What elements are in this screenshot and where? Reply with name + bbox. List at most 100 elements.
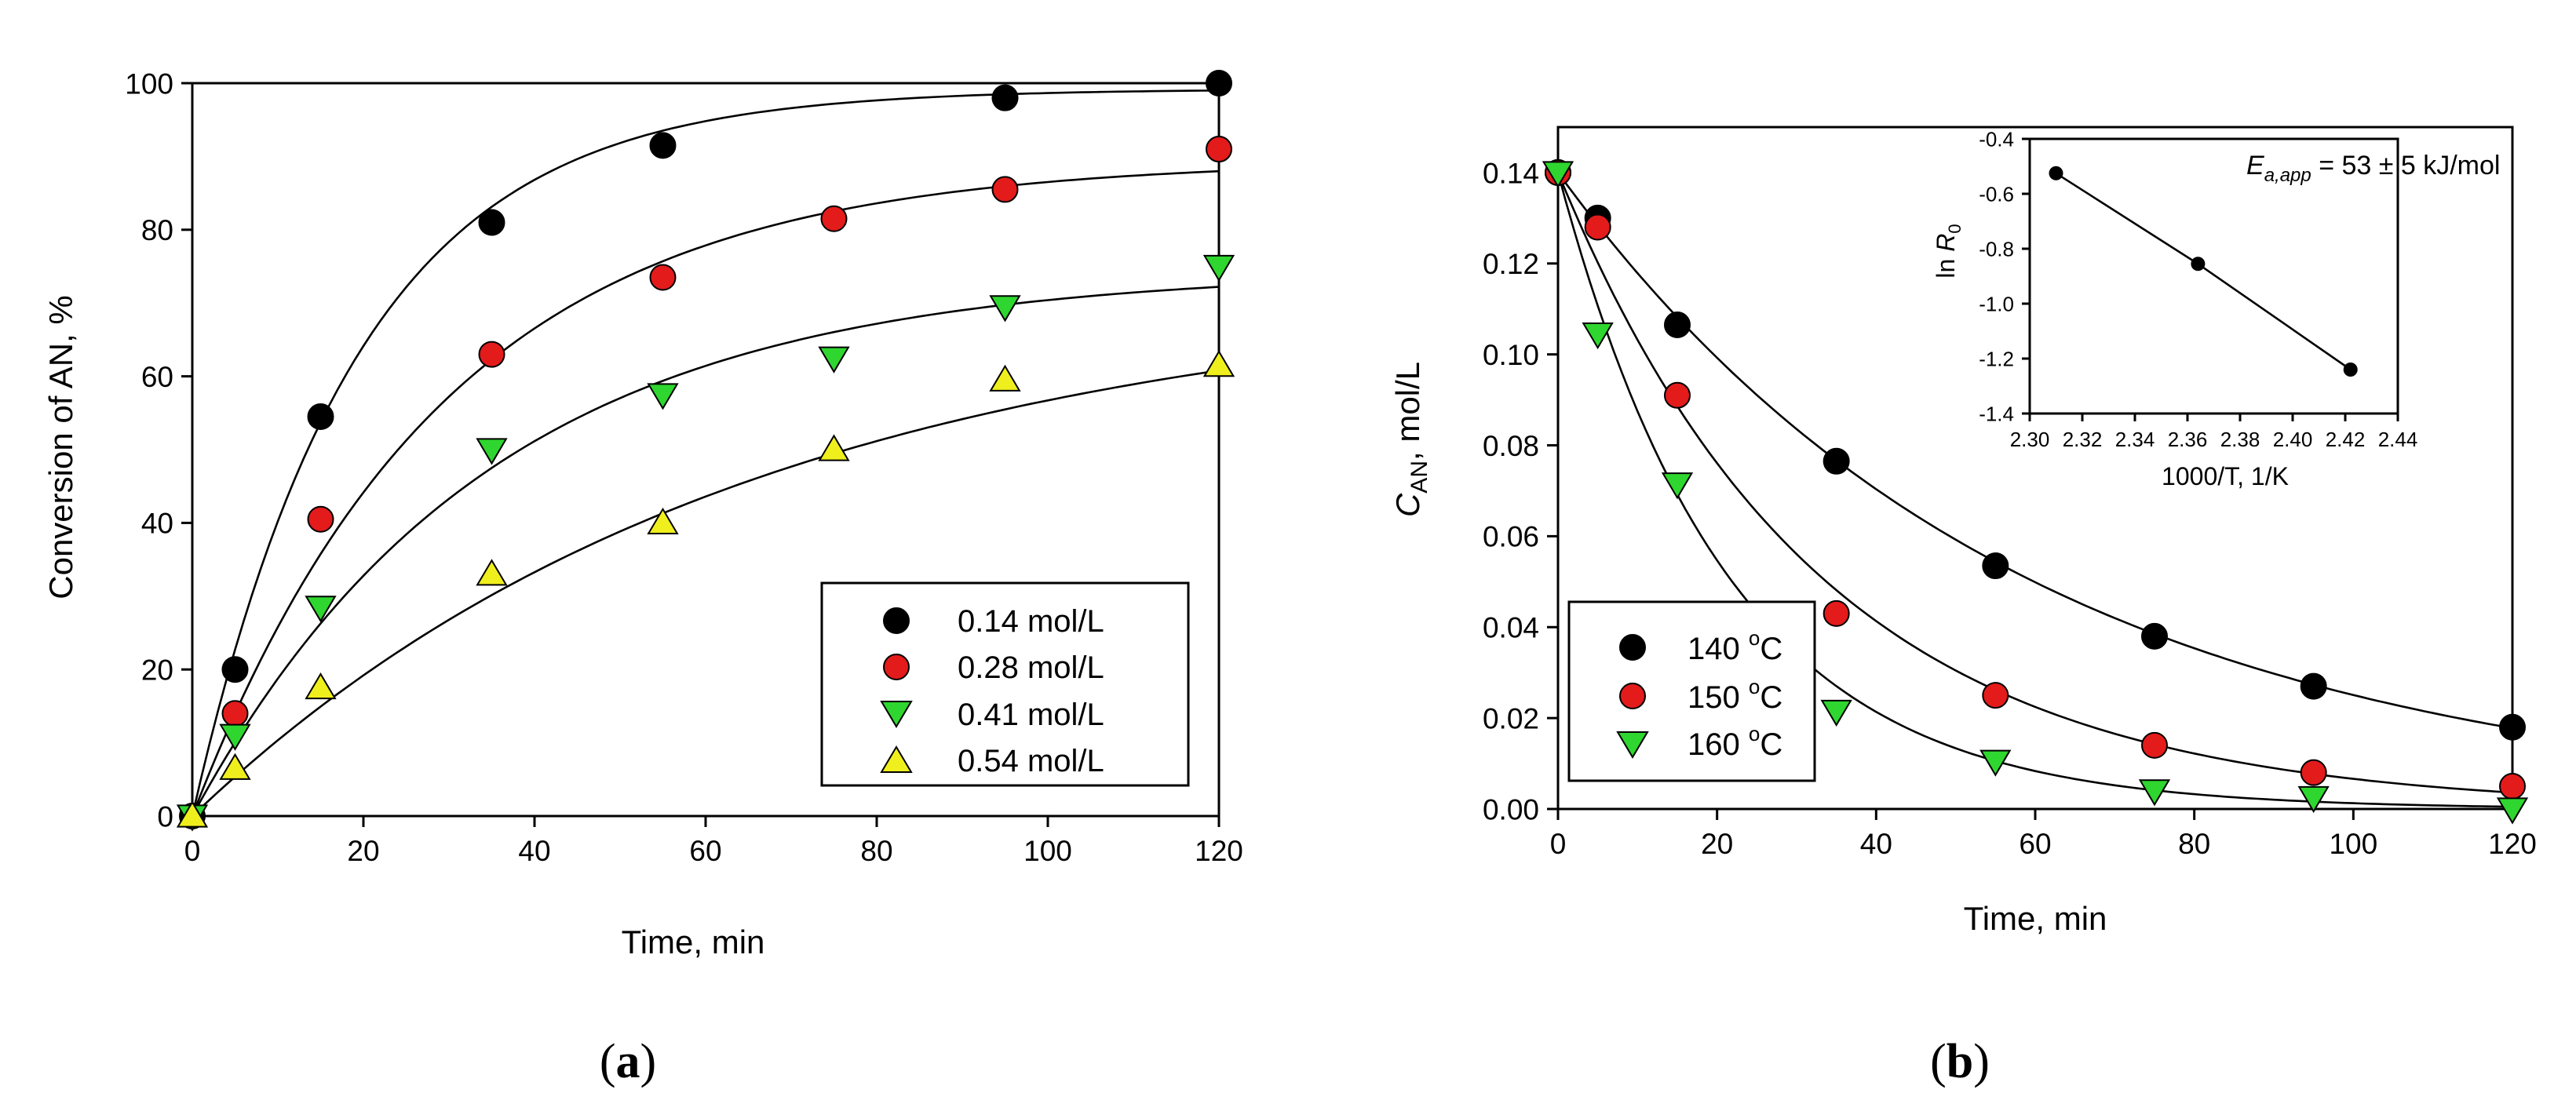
data-point — [219, 723, 251, 751]
chart-a-xtick-label: 20 — [347, 835, 379, 867]
legend-marker-014 — [883, 607, 910, 634]
data-point — [1823, 447, 1850, 475]
inset-point — [2191, 257, 2206, 271]
data-point — [989, 295, 1021, 322]
panel-label-a: (a) — [600, 1035, 656, 1088]
data-point — [647, 383, 679, 410]
fit-curve-b-1 — [1556, 172, 2513, 794]
fit-curve-1 — [191, 169, 1220, 817]
data-point — [305, 672, 337, 700]
inset-xtick-label: 2.38 — [2220, 428, 2260, 451]
inset-xtick-label: 2.42 — [2326, 428, 2366, 451]
data-point — [991, 84, 1019, 111]
inset-ytick-label: -0.4 — [1979, 127, 2014, 151]
chart-a-ytick-label: 20 — [141, 654, 173, 687]
chart-a-xtick-label: 100 — [1023, 835, 1072, 867]
inset-xtick-label: 2.44 — [2378, 428, 2418, 451]
data-point — [649, 132, 677, 159]
legend-label-160: 160 oC — [1688, 722, 1782, 762]
data-point — [1202, 254, 1235, 282]
inset-ytick-label: -1.4 — [1979, 402, 2014, 425]
chart-b-xtick-label: 40 — [1860, 828, 1892, 860]
chart-b-xtick-label: 100 — [2329, 828, 2377, 860]
data-point — [307, 403, 334, 430]
legend-label-054: 0.54 mol/L — [958, 744, 1104, 778]
chart-b-xtick-label: 80 — [2178, 828, 2210, 860]
data-point — [1982, 552, 2009, 580]
legend-label-041: 0.41 mol/L — [958, 698, 1104, 732]
data-point — [1206, 136, 1232, 163]
data-point — [820, 205, 848, 232]
chart-b-ytick-label: 0.10 — [1483, 339, 1539, 371]
data-point — [649, 264, 677, 291]
legend-marker-054 — [880, 745, 913, 773]
data-point — [2496, 797, 2529, 825]
legend-marker-150 — [1619, 683, 1646, 709]
chart-b-ytick-label: 0.06 — [1483, 521, 1539, 553]
chart-a-xtick-label: 0 — [184, 835, 201, 867]
data-point — [1820, 699, 1852, 727]
chart-b-xlabel: Time, min — [1964, 900, 2107, 937]
chart-b-ytick-label: 0.12 — [1483, 248, 1539, 280]
data-point — [2297, 785, 2330, 814]
inset-ytick-label: -0.8 — [1979, 237, 2014, 261]
chart-a-ylabel: Conversion of AN, % — [42, 295, 79, 599]
chart-a-ytick-label: 0 — [157, 800, 173, 833]
chart-b-xtick-label: 0 — [1550, 828, 1567, 860]
chart-b-ytick-label: 0.02 — [1483, 702, 1539, 734]
data-point — [1582, 322, 1614, 350]
chart-a: 0 20 40 60 80 100 120 0 20 40 60 80 100 Time, min Co… — [42, 67, 1243, 1088]
chart-b-ylabel: CAN, mol/L — [1389, 362, 1432, 517]
data-point — [476, 438, 508, 465]
legend-label-140: 140 oC — [1688, 626, 1782, 666]
chart-b-axes: 0 20 40 60 80 100 120 0.00 0.02 0.04 0.06 0.08 0.10 0… — [1483, 126, 2537, 860]
data-point — [1664, 381, 1691, 409]
chart-a-xtick-label: 80 — [860, 835, 892, 867]
chart-a-ytick-label: 60 — [141, 361, 173, 393]
data-point — [818, 346, 850, 373]
chart-b-ytick-label: 0.00 — [1483, 793, 1539, 825]
data-point — [989, 364, 1021, 392]
chart-b-ytick-label: 0.04 — [1483, 612, 1539, 644]
legend-marker-160 — [1616, 731, 1649, 759]
inset-point — [2343, 363, 2358, 377]
data-point — [1823, 599, 1850, 627]
data-point — [818, 434, 850, 461]
chart-a-xtick-label: 120 — [1195, 835, 1243, 867]
data-point — [176, 800, 209, 828]
inset-ylabel: ln R0 — [1932, 224, 1965, 278]
data-point — [2141, 731, 2168, 759]
inset-xtick-label: 2.30 — [2010, 428, 2050, 451]
data-point — [1979, 749, 2012, 777]
chart-b-xtick-label: 20 — [1701, 828, 1733, 860]
data-point — [2499, 713, 2526, 741]
data-point — [221, 656, 249, 683]
inset-axes: 2.30 2.32 2.34 2.36 2.38 2.40 2.42 2.44 -1.4 -1.2… — [1979, 127, 2417, 451]
fit-curve-b-2 — [1556, 172, 2513, 808]
legend-marker-140 — [1619, 634, 1646, 661]
legend-label-014: 0.14 mol/L — [958, 604, 1104, 639]
data-point — [2499, 773, 2526, 800]
inset-ytick-label: -1.2 — [1979, 347, 2014, 370]
fit-curve-b-0 — [1556, 172, 2513, 730]
data-point — [2300, 759, 2327, 786]
fit-curve-2 — [191, 286, 1220, 817]
data-point — [221, 700, 249, 727]
inset-xlabel: 1000/T, 1/K — [2162, 462, 2289, 490]
chart-b-legend: 140 oC 150 oC 160 oC — [1567, 600, 1816, 782]
inset-xtick-label: 2.40 — [2273, 428, 2313, 451]
data-point — [307, 505, 334, 533]
chart-a-xtick-label: 60 — [689, 835, 721, 867]
chart-b-fit-curves — [1556, 172, 2513, 808]
chart-a-ytick-label: 100 — [125, 67, 173, 100]
chart-b-legend-box — [1567, 600, 1816, 782]
data-point — [219, 752, 251, 780]
inset-ytick-label: -0.6 — [1979, 182, 2014, 206]
legend-label-028: 0.28 mol/L — [958, 650, 1104, 685]
data-point — [2138, 779, 2171, 807]
data-point — [2300, 672, 2327, 700]
chart-b-xtick-label: 120 — [2488, 828, 2537, 860]
fit-curve-3 — [192, 369, 1220, 817]
inset-fit-line — [2055, 172, 2352, 371]
